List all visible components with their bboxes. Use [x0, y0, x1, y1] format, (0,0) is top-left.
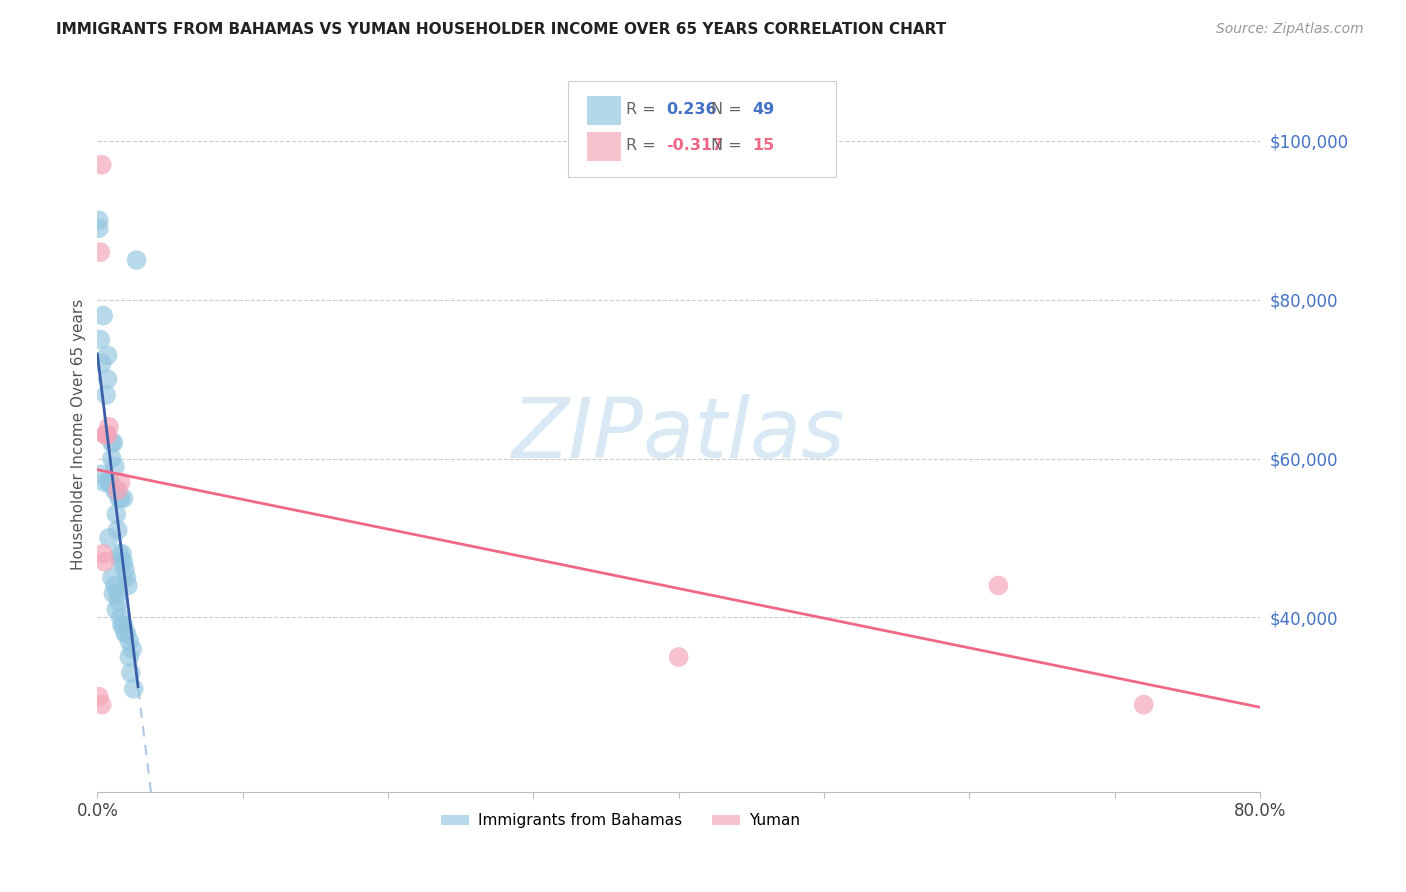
Point — [107, 483, 129, 498]
Point — [89, 333, 111, 347]
Point — [104, 459, 127, 474]
Point — [105, 483, 128, 498]
Point — [90, 356, 112, 370]
Point — [93, 555, 115, 569]
FancyBboxPatch shape — [568, 81, 835, 178]
Point — [107, 523, 129, 537]
Point — [96, 372, 118, 386]
Text: ZIPatlas: ZIPatlas — [512, 394, 845, 475]
Point — [100, 475, 122, 490]
Point — [118, 634, 141, 648]
Point — [90, 158, 112, 172]
Point — [91, 309, 114, 323]
Point — [122, 681, 145, 696]
Point — [89, 245, 111, 260]
Point — [105, 602, 128, 616]
Legend: Immigrants from Bahamas, Yuman: Immigrants from Bahamas, Yuman — [434, 807, 806, 834]
Point — [117, 578, 139, 592]
Point — [94, 427, 117, 442]
Point — [104, 578, 127, 592]
Text: Source: ZipAtlas.com: Source: ZipAtlas.com — [1216, 22, 1364, 37]
Text: N =: N = — [711, 138, 747, 153]
Point — [104, 483, 127, 498]
Point — [108, 594, 131, 608]
Point — [118, 650, 141, 665]
Point — [93, 475, 115, 490]
Point — [105, 507, 128, 521]
Point — [87, 221, 110, 235]
Point — [98, 531, 121, 545]
Point — [668, 650, 690, 665]
Text: R =: R = — [626, 102, 661, 117]
Point — [111, 547, 134, 561]
Text: N =: N = — [711, 102, 747, 117]
Point — [112, 618, 135, 632]
Point — [114, 563, 136, 577]
Point — [111, 618, 134, 632]
Y-axis label: Householder Income Over 65 years: Householder Income Over 65 years — [72, 299, 86, 570]
Point — [1132, 698, 1154, 712]
Point — [103, 586, 125, 600]
Point — [103, 435, 125, 450]
Point — [110, 610, 132, 624]
Point — [112, 491, 135, 506]
Text: 0.236: 0.236 — [666, 102, 717, 117]
Text: IMMIGRANTS FROM BAHAMAS VS YUMAN HOUSEHOLDER INCOME OVER 65 YEARS CORRELATION CH: IMMIGRANTS FROM BAHAMAS VS YUMAN HOUSEHO… — [56, 22, 946, 37]
Point — [101, 451, 124, 466]
Point — [115, 626, 138, 640]
Point — [94, 427, 117, 442]
Point — [87, 690, 110, 704]
Point — [90, 467, 112, 482]
Point — [114, 626, 136, 640]
Point — [987, 578, 1010, 592]
Point — [107, 586, 129, 600]
Point — [96, 348, 118, 362]
Text: 15: 15 — [752, 138, 775, 153]
Point — [98, 419, 121, 434]
Point — [90, 698, 112, 712]
Point — [101, 571, 124, 585]
Point — [87, 213, 110, 227]
Point — [94, 388, 117, 402]
Text: R =: R = — [626, 138, 661, 153]
Point — [120, 665, 142, 680]
Text: 49: 49 — [752, 102, 775, 117]
Point — [108, 491, 131, 506]
Point — [110, 555, 132, 569]
FancyBboxPatch shape — [586, 132, 620, 161]
Point — [115, 571, 138, 585]
Point — [125, 253, 148, 268]
FancyBboxPatch shape — [586, 96, 620, 125]
Point — [112, 555, 135, 569]
Point — [93, 427, 115, 442]
Point — [110, 475, 132, 490]
Point — [96, 427, 118, 442]
Point — [110, 491, 132, 506]
Point — [101, 435, 124, 450]
Point — [121, 642, 143, 657]
Text: -0.317: -0.317 — [666, 138, 723, 153]
Point — [91, 547, 114, 561]
Point — [108, 547, 131, 561]
Point — [98, 475, 121, 490]
